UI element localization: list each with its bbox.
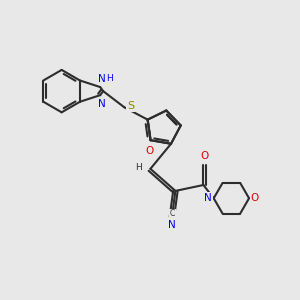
Text: N: N [168,220,176,230]
Text: H: H [106,74,113,83]
Text: O: O [201,152,209,161]
Text: H: H [135,163,142,172]
Text: S: S [127,101,134,111]
Text: N: N [98,74,106,84]
Text: O: O [145,146,153,155]
Text: C: C [170,209,175,218]
Text: N: N [205,193,212,203]
Text: N: N [98,99,106,109]
Text: O: O [250,193,259,203]
